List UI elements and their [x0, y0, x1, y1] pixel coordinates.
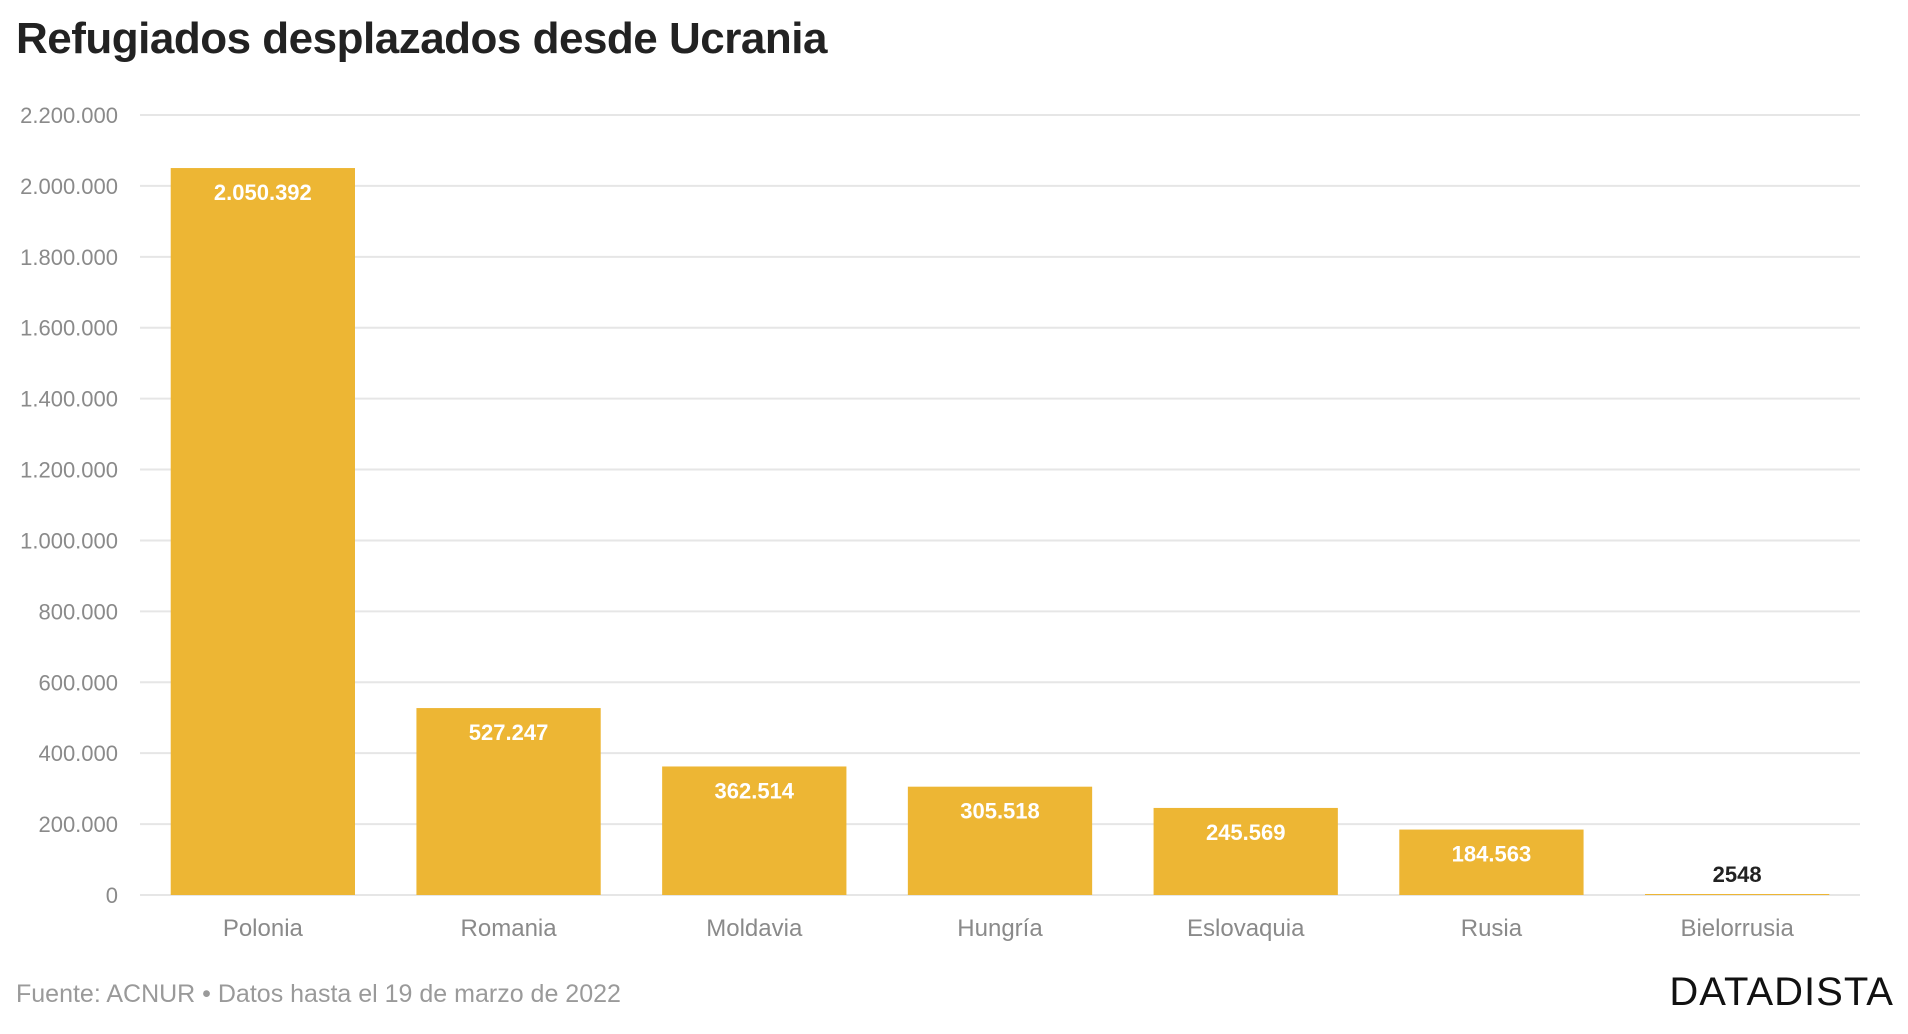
- y-tick-label: 400.000: [38, 741, 118, 766]
- bar: [662, 766, 847, 895]
- bar: [907, 786, 1093, 895]
- data-label: 2548: [1713, 862, 1762, 887]
- y-tick-label: 1.600.000: [20, 316, 118, 341]
- labels-layer: 2.050.392 Polonia 527.247 Romania 362.514 Mol…: [214, 180, 1795, 942]
- bars-layer: [170, 168, 1830, 895]
- y-tick-label: 2.000.000: [20, 174, 118, 199]
- x-tick-label: Rusia: [1461, 915, 1523, 942]
- bar: [1399, 829, 1584, 895]
- y-tick-label: 1.200.000: [20, 458, 118, 483]
- bar: [170, 168, 355, 895]
- y-tick-label: 2.200.000: [20, 103, 118, 128]
- source-note: Fuente: ACNUR • Datos hasta el 19 de mar…: [16, 980, 621, 1008]
- data-label: 184.563: [1452, 842, 1532, 867]
- data-label: 362.514: [715, 778, 795, 803]
- y-tick-label: 1.400.000: [20, 387, 118, 412]
- x-tick-label: Hungría: [957, 915, 1043, 942]
- bar: [1645, 894, 1830, 895]
- y-tick-label: 1.000.000: [20, 528, 118, 553]
- x-tick-label: Romania: [461, 915, 558, 942]
- bar: [416, 708, 601, 895]
- brand-logo: DATADISTA: [1669, 970, 1894, 1014]
- data-label: 2.050.392: [214, 180, 312, 205]
- chart-title: Refugiados desplazados desde Ucrania: [16, 14, 827, 63]
- data-label: 527.247: [469, 720, 549, 745]
- y-tick-label: 200.000: [38, 812, 118, 837]
- bar: [1153, 807, 1338, 895]
- y-tick-label: 1.800.000: [20, 245, 118, 270]
- y-tick-label: 600.000: [38, 670, 118, 695]
- data-label: 245.569: [1206, 820, 1286, 845]
- grid-layer: 0 200.000 400.000 600.000 800.000 1.000.000 1.…: [20, 103, 1860, 908]
- x-tick-label: Polonia: [223, 915, 304, 942]
- bar-chart: 0 200.000 400.000 600.000 800.000 1.000.000 1.…: [20, 103, 1860, 942]
- y-tick-label: 0: [106, 883, 118, 908]
- y-tick-label: 800.000: [38, 599, 118, 624]
- x-tick-label: Moldavia: [706, 915, 803, 942]
- x-tick-label: Eslovaquia: [1187, 915, 1305, 942]
- data-label: 305.518: [960, 799, 1040, 824]
- x-tick-label: Bielorrusia: [1680, 915, 1794, 942]
